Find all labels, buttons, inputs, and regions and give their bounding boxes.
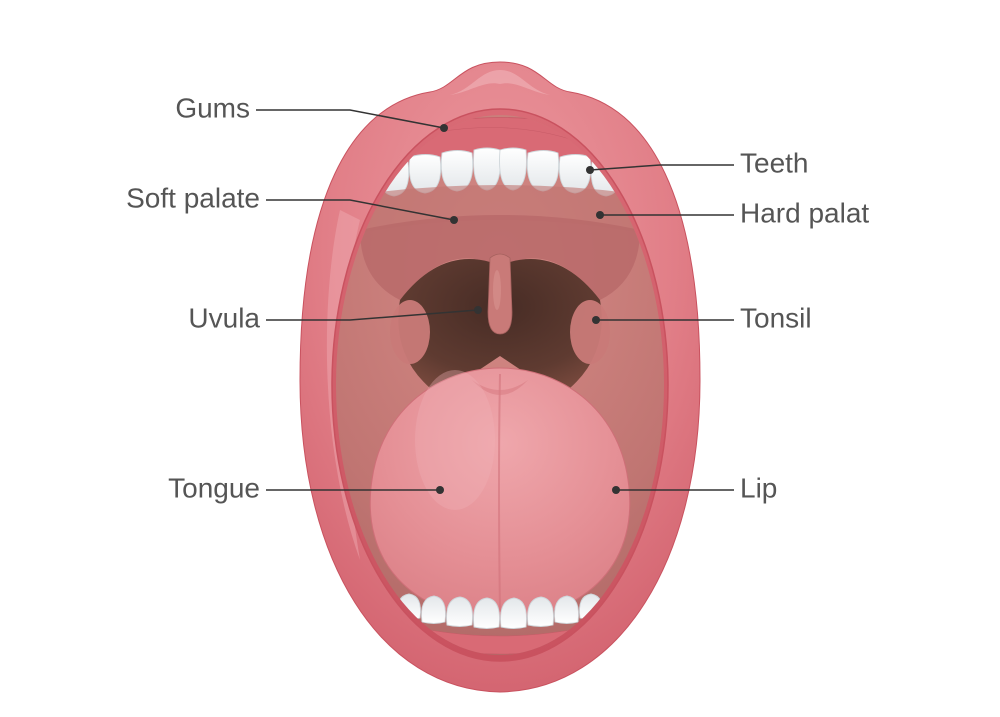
label-text-tonsil: Tonsil	[740, 302, 812, 333]
label-text-uvula: Uvula	[188, 302, 260, 333]
label-text-tongue: Tongue	[168, 472, 260, 503]
leader-dot-gums	[440, 124, 448, 132]
uvula-highlight	[493, 270, 501, 310]
label-text-hard_palat: Hard palat	[740, 197, 869, 228]
tonsil-left	[390, 300, 430, 364]
label-text-lip: Lip	[740, 472, 777, 503]
leader-dot-uvula	[474, 306, 482, 314]
leader-dot-hard_palat	[596, 211, 604, 219]
label-text-gums: Gums	[175, 92, 250, 123]
leader-dot-teeth	[586, 166, 594, 174]
leader-dot-lip	[612, 486, 620, 494]
label-text-soft_palate: Soft palate	[126, 182, 260, 213]
tongue	[370, 368, 630, 620]
leader-dot-soft_palate	[450, 216, 458, 224]
leader-dot-tongue	[436, 486, 444, 494]
label-text-teeth: Teeth	[740, 147, 809, 178]
mouth-anatomy-diagram: Gums Soft palate Uvula Tongue Teeth Hard pala…	[0, 0, 1000, 717]
tonsil-right	[570, 300, 610, 364]
leader-dot-tonsil	[592, 316, 600, 324]
